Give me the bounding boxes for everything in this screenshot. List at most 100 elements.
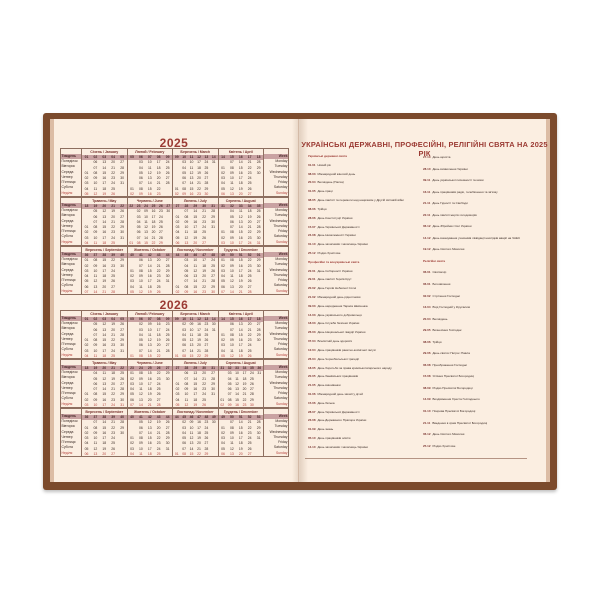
day-cell[interactable]: 16	[238, 430, 243, 435]
day-cell[interactable]: 26	[156, 392, 161, 397]
day-cell[interactable]: 15	[147, 436, 152, 441]
day-cell[interactable]: 05	[93, 209, 98, 214]
day-cell[interactable]: 17	[197, 160, 201, 165]
day-cell[interactable]: 28	[120, 219, 124, 224]
day-cell[interactable]: 23	[156, 274, 161, 279]
day-cell[interactable]: 24	[202, 225, 207, 230]
day-cell[interactable]: 09	[93, 343, 98, 348]
day-cell[interactable]: 22	[151, 241, 156, 246]
day-cell[interactable]: 19	[238, 279, 243, 284]
day-cell[interactable]: 19	[111, 322, 116, 327]
day-cell[interactable]: 29	[256, 258, 261, 263]
day-cell[interactable]: 16	[197, 322, 201, 327]
day-cell[interactable]: 28	[120, 165, 124, 170]
day-cell[interactable]: 10	[235, 371, 239, 376]
day-cell[interactable]: 21	[156, 263, 161, 268]
day-cell[interactable]: 17	[202, 258, 207, 263]
day-cell[interactable]: 30	[120, 343, 124, 348]
day-cell[interactable]: 24	[111, 403, 116, 408]
day-cell[interactable]: 28	[165, 263, 170, 268]
day-cell[interactable]: 05	[227, 381, 232, 386]
day-cell[interactable]: 05	[130, 290, 134, 295]
day-cell[interactable]: 31	[256, 268, 261, 273]
day-cell[interactable]: 13	[238, 219, 243, 224]
day-cell[interactable]: 12	[229, 279, 234, 284]
day-cell[interactable]: 01	[221, 258, 225, 263]
day-cell[interactable]: 22	[111, 338, 116, 343]
day-cell[interactable]: 06	[182, 343, 187, 348]
day-cell[interactable]: 25	[247, 441, 252, 446]
day-cell[interactable]: 24	[247, 268, 252, 273]
day-cell[interactable]: 19	[202, 268, 207, 273]
day-cell[interactable]: 18	[193, 230, 198, 235]
day-cell[interactable]: 15	[238, 258, 243, 263]
day-cell[interactable]: 17	[102, 436, 107, 441]
day-cell[interactable]: 09	[189, 322, 194, 327]
day-cell[interactable]: 08	[138, 436, 143, 441]
day-cell[interactable]: 27	[204, 176, 209, 181]
day-cell[interactable]: 31	[257, 371, 262, 376]
day-cell[interactable]: 19	[102, 279, 107, 284]
day-cell[interactable]: 29	[165, 268, 170, 273]
day-cell[interactable]: 27	[120, 381, 124, 386]
day-cell[interactable]: 20	[156, 343, 161, 348]
day-cell[interactable]: 19	[247, 214, 252, 219]
day-cell[interactable]: 13	[138, 397, 143, 402]
day-cell[interactable]: 14	[229, 290, 234, 295]
day-cell[interactable]: 01	[174, 354, 179, 359]
day-cell[interactable]: 05	[138, 170, 143, 175]
day-cell[interactable]: 08	[184, 381, 189, 386]
day-cell[interactable]: 23	[156, 441, 161, 446]
day-cell[interactable]: 07	[229, 327, 234, 332]
day-cell[interactable]: 29	[120, 258, 124, 263]
day-cell[interactable]: 14	[238, 160, 243, 165]
day-cell[interactable]: 12	[102, 209, 107, 214]
day-cell[interactable]: 28	[165, 348, 170, 353]
day-cell[interactable]: 06	[138, 258, 143, 263]
day-cell[interactable]: 20	[156, 176, 161, 181]
day-cell[interactable]: 28	[120, 332, 124, 337]
day-cell[interactable]: 17	[147, 446, 152, 451]
day-cell[interactable]: 01	[221, 230, 225, 235]
day-cell[interactable]: 25	[165, 165, 170, 170]
day-cell[interactable]: 05	[138, 420, 143, 425]
day-cell[interactable]: 12	[235, 381, 239, 386]
day-cell[interactable]: 10	[229, 436, 234, 441]
day-cell[interactable]: 22	[197, 354, 201, 359]
day-cell[interactable]: 20	[156, 425, 161, 430]
day-cell[interactable]: 25	[159, 219, 163, 224]
day-cell[interactable]: 11	[139, 284, 143, 289]
day-cell[interactable]: 27	[165, 343, 170, 348]
day-cell[interactable]: 06	[93, 160, 98, 165]
day-cell[interactable]: 07	[138, 181, 143, 186]
day-cell[interactable]: 26	[111, 279, 116, 284]
day-cell[interactable]: 11	[148, 332, 152, 337]
day-cell[interactable]: 09	[93, 230, 98, 235]
day-cell[interactable]: 24	[159, 214, 163, 219]
day-cell[interactable]: 10	[189, 327, 194, 332]
day-cell[interactable]: 12	[138, 392, 143, 397]
day-cell[interactable]: 01	[130, 186, 134, 191]
day-cell[interactable]: 03	[175, 225, 180, 230]
day-cell[interactable]: 07	[93, 387, 98, 392]
day-cell[interactable]	[254, 290, 263, 295]
day-cell[interactable]: 28	[211, 209, 215, 214]
day-cell[interactable]: 20	[193, 241, 198, 246]
day-cell[interactable]: 26	[250, 381, 254, 386]
day-cell[interactable]: 01	[174, 452, 179, 457]
day-cell[interactable]: 16	[193, 219, 198, 224]
day-cell[interactable]: 22	[202, 214, 207, 219]
day-cell[interactable]: 22	[247, 332, 252, 337]
day-cell[interactable]: 07	[138, 263, 143, 268]
day-cell[interactable]: 18	[197, 430, 201, 435]
day-cell[interactable]: 04	[84, 441, 89, 446]
day-cell[interactable]: 02	[136, 209, 141, 214]
day-cell[interactable]: 07	[93, 420, 98, 425]
day-cell[interactable]: 28	[165, 181, 170, 186]
day-cell[interactable]: 05	[84, 446, 89, 451]
day-cell[interactable]: 18	[147, 284, 152, 289]
day-cell[interactable]: 28	[211, 279, 215, 284]
day-cell[interactable]: 11	[144, 219, 148, 224]
day-cell[interactable]: 02	[175, 387, 180, 392]
day-cell[interactable]: 01	[130, 436, 134, 441]
